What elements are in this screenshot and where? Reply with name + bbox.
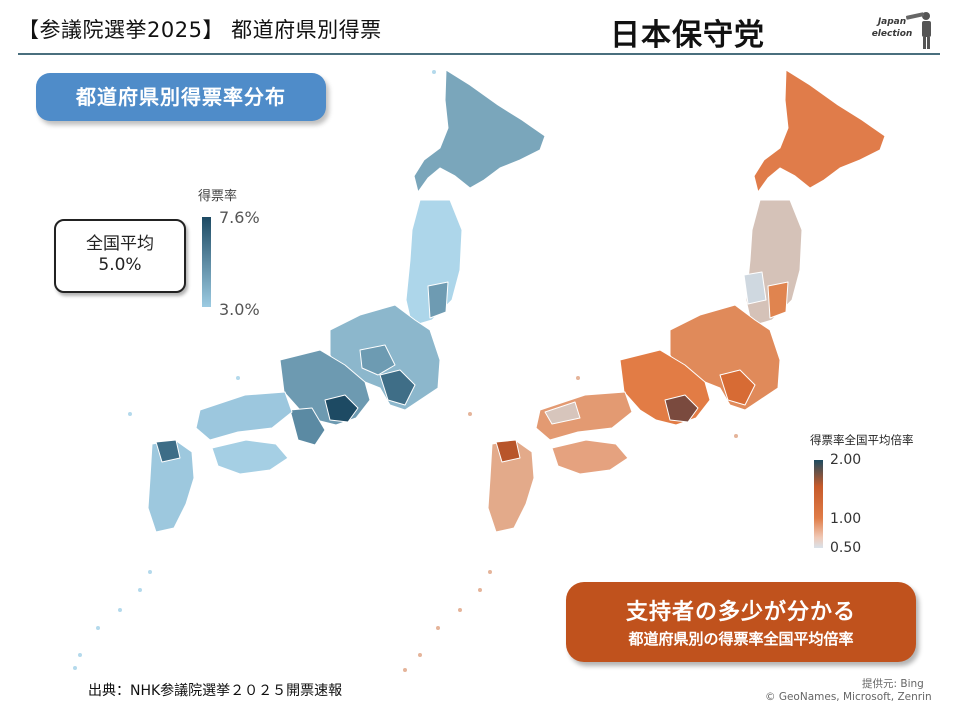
callout-main: 支持者の多少が分かる xyxy=(625,600,856,625)
right-legend-top: 2.00 xyxy=(830,452,862,468)
header-divider xyxy=(18,53,940,55)
left-legend-max: 7.6% xyxy=(219,208,260,227)
average-value: 5.0% xyxy=(98,255,142,275)
callout-box: 支持者の多少が分かる 都道府県別の得票率全国平均倍率 xyxy=(566,582,916,662)
right-legend-title: 得票率全国平均倍率 xyxy=(810,433,914,447)
right-legend-mid: 1.00 xyxy=(830,511,862,527)
hokkaido-region xyxy=(753,69,886,193)
callout-sub: 都道府県別の得票率全国平均倍率 xyxy=(628,630,854,648)
map-credit-copyright: © GeoNames, Microsoft, Zenrin xyxy=(765,691,932,703)
shikoku-region xyxy=(551,439,629,475)
right-legend-gradient xyxy=(814,460,823,548)
right-legend-bottom: 0.50 xyxy=(830,540,862,556)
kyushu-region xyxy=(487,439,535,533)
chugoku-region xyxy=(535,391,633,441)
average-label: 全国平均 xyxy=(86,234,154,254)
japan-election-logo: Japan election xyxy=(868,6,940,52)
tohoku-region xyxy=(405,199,463,327)
left-legend-min: 3.0% xyxy=(219,300,260,319)
left-map-label: 都道府県別得票率分布 xyxy=(36,73,326,121)
logo-text: Japan election xyxy=(871,17,913,39)
telescope-person-icon xyxy=(905,12,931,49)
hokkaido-region xyxy=(413,69,546,193)
left-legend-title: 得票率 xyxy=(198,189,238,204)
page-title: 【参議院選挙2025】 都道府県別得票 xyxy=(18,18,382,42)
map-credit-provider: 提供元: Bing xyxy=(862,678,924,690)
party-name: 日本保守党 xyxy=(610,18,765,53)
chugoku-region xyxy=(195,391,293,441)
left-legend-gradient xyxy=(202,217,211,307)
kyushu-region xyxy=(147,439,195,533)
shikoku-region xyxy=(211,439,289,475)
national-average-box: 全国平均 5.0% xyxy=(54,219,186,293)
source-note: 出典：NHK参議院選挙２０２５開票速報 xyxy=(88,683,343,699)
